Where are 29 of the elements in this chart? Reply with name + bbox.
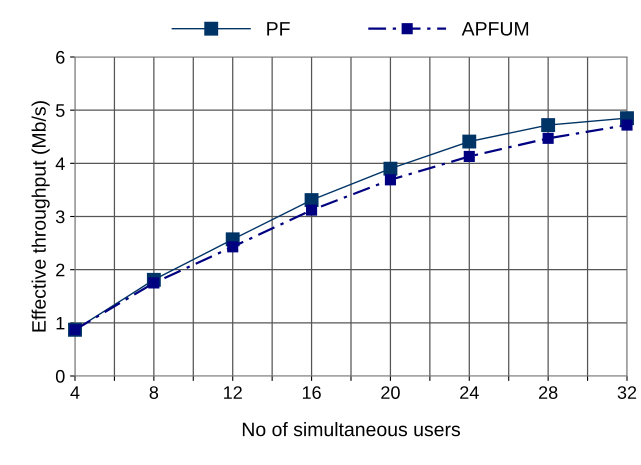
point xyxy=(383,162,398,176)
point xyxy=(542,132,554,144)
x-tick-label: 12 xyxy=(224,386,242,399)
legend-label: PF xyxy=(267,22,290,36)
x-tick-label: 4 xyxy=(70,386,80,399)
y-tick-label: 2 xyxy=(56,264,64,276)
y-tick-label: 0 xyxy=(56,370,65,383)
point xyxy=(148,277,160,289)
x-tick-label: 32 xyxy=(618,386,636,399)
point xyxy=(306,204,318,216)
y-tick-label: 3 xyxy=(56,210,64,224)
point xyxy=(541,118,556,132)
x-tick-label: 16 xyxy=(302,386,321,399)
x-tick-label: 8 xyxy=(150,386,158,399)
y-tick-label: 1 xyxy=(56,316,64,330)
y-axis-title: Effective throughput (Mb/s) xyxy=(32,101,50,332)
legend-label: APFUM xyxy=(462,22,528,36)
point xyxy=(227,241,238,252)
point xyxy=(384,174,396,186)
point xyxy=(621,119,633,131)
y-tick-label: 5 xyxy=(56,104,65,117)
x-axis-title: No of simultaneous users xyxy=(242,422,460,436)
x-tick-label: 20 xyxy=(381,386,400,399)
point xyxy=(464,150,475,162)
x-tick-label: 24 xyxy=(460,386,479,399)
y-tick-label: 6 xyxy=(56,50,64,64)
point xyxy=(462,134,476,148)
y-tick-label: 4 xyxy=(56,157,65,170)
x-tick-label: 28 xyxy=(539,386,558,399)
